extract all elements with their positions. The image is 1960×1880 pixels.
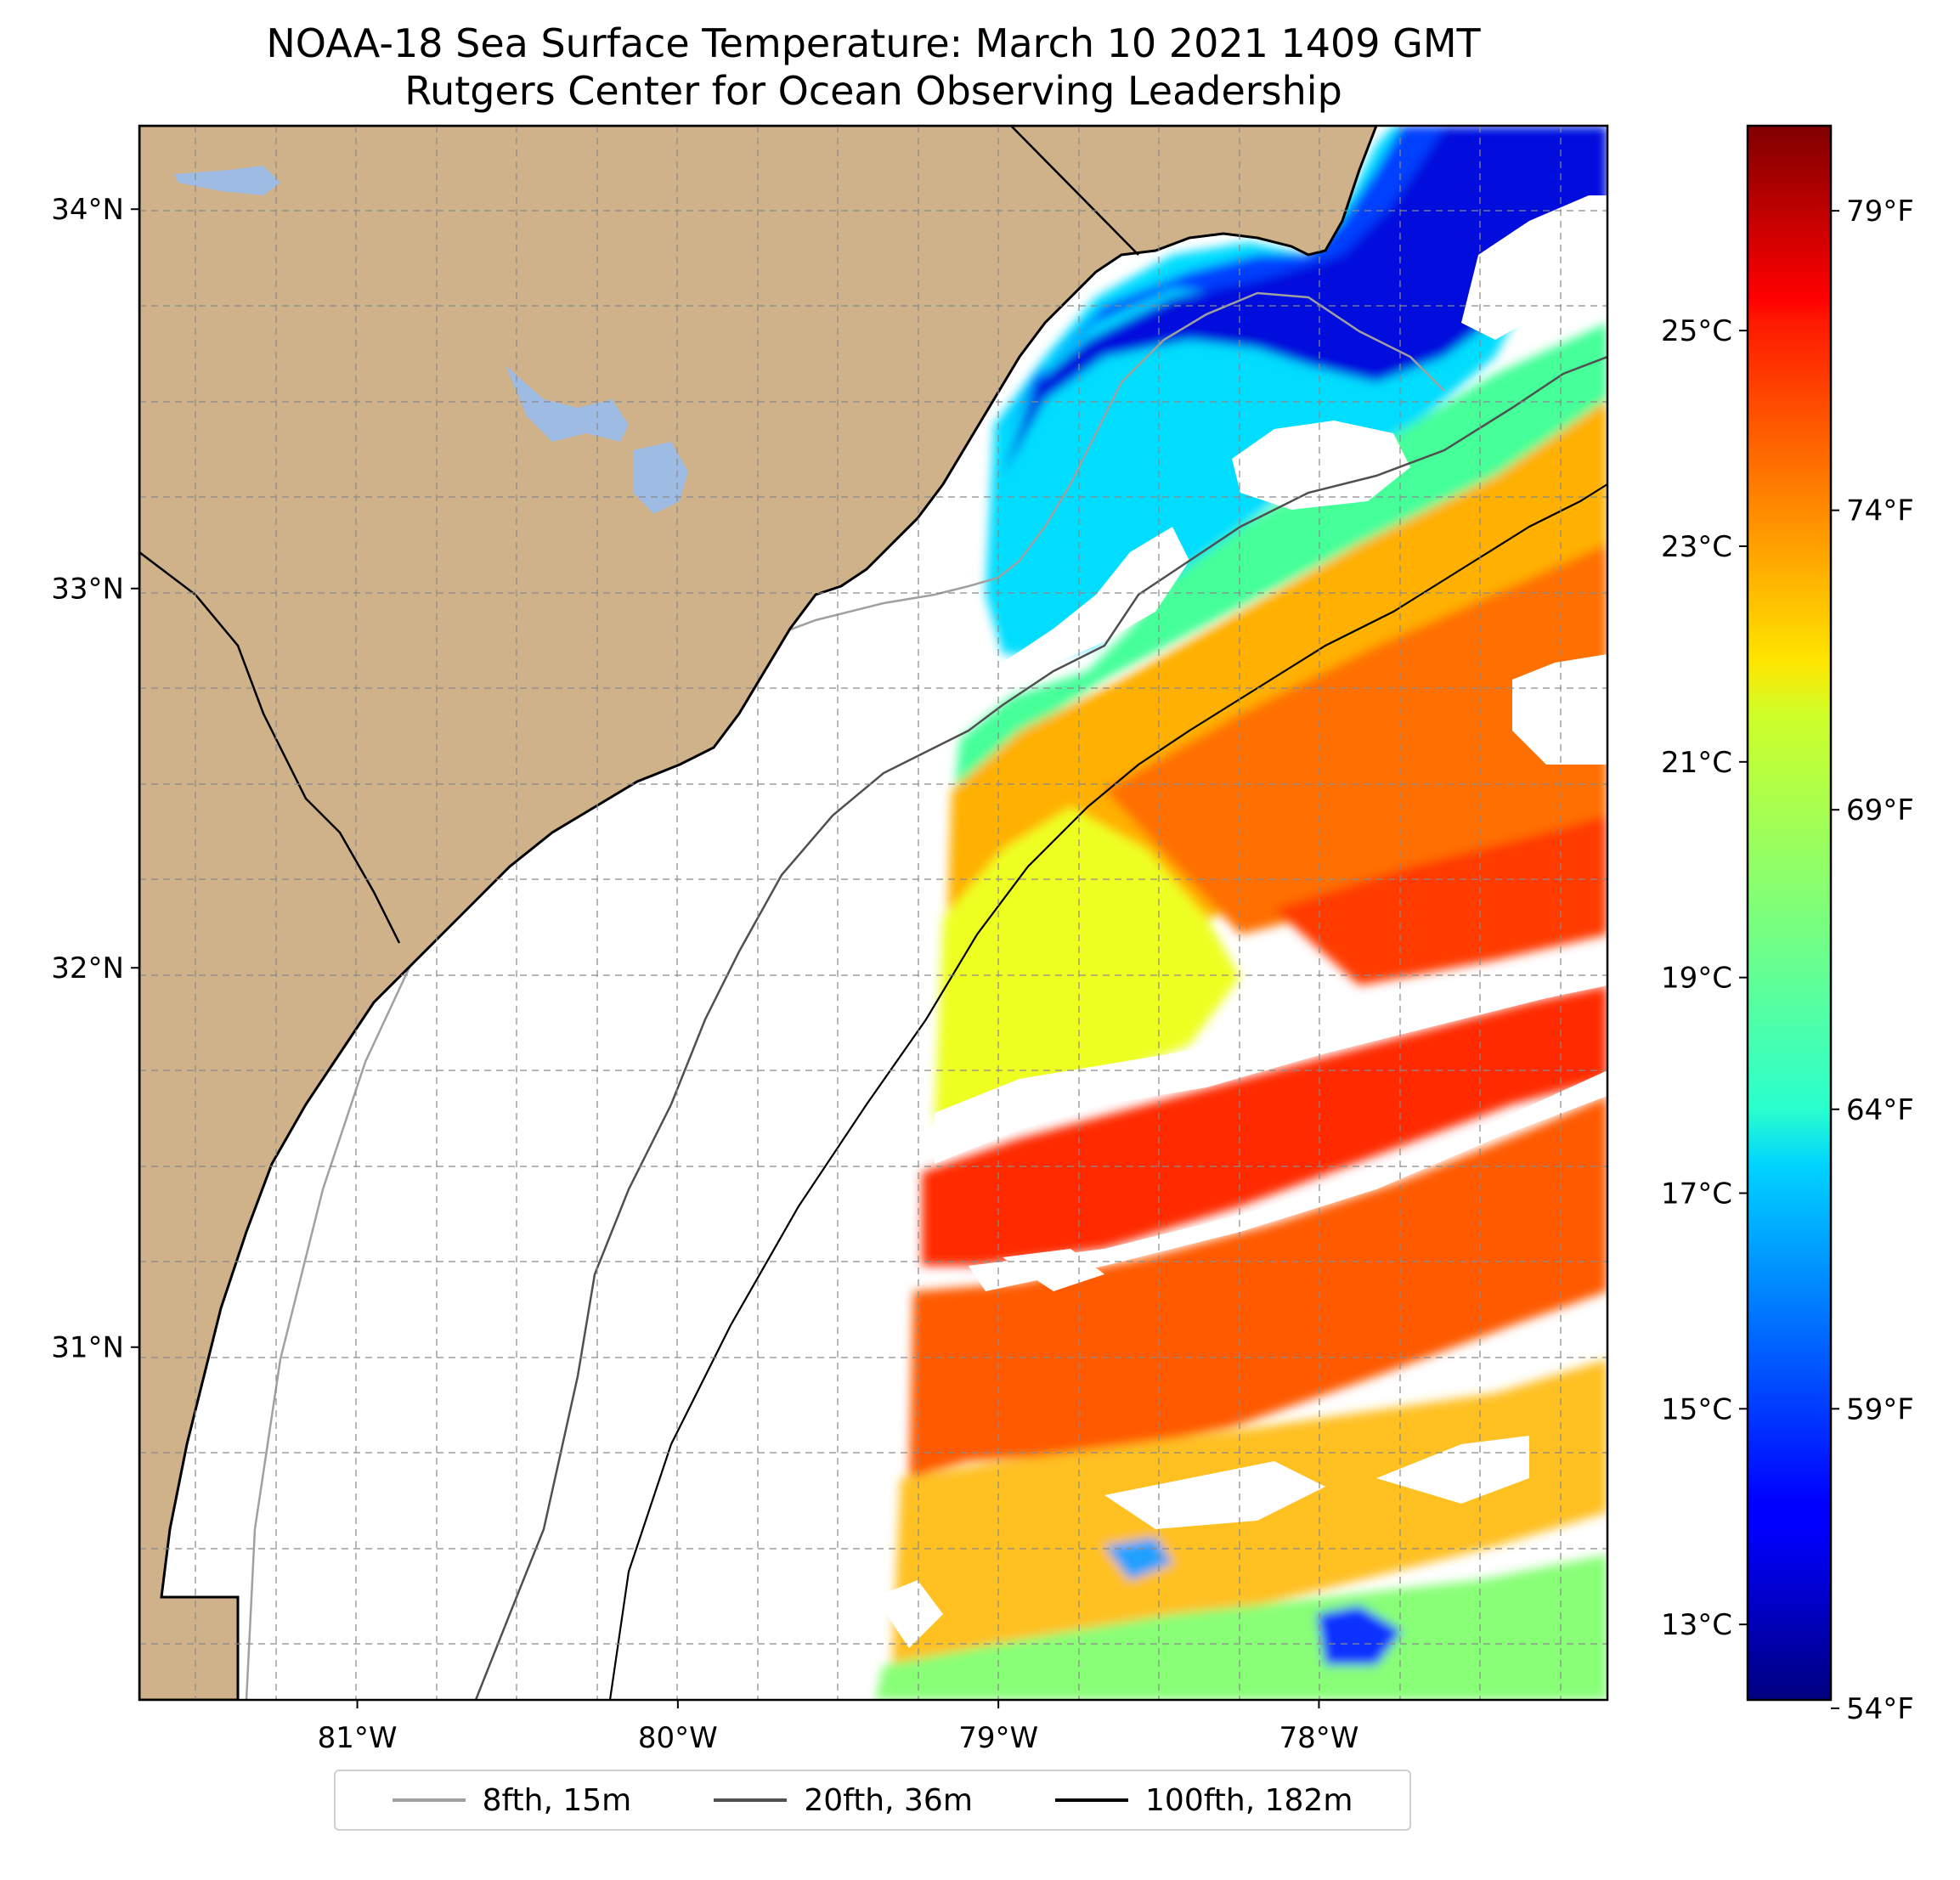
celsius-tick-label: 19°C [1661, 962, 1732, 996]
longitude-axis: 81°W 80°W 79°W 78°W [318, 1700, 1358, 1755]
fahrenheit-tick-label: 74°F [1846, 494, 1914, 528]
fahrenheit-tick-label: 59°F [1846, 1392, 1914, 1426]
fahrenheit-tick-label: 69°F [1846, 793, 1914, 827]
fahrenheit-tick-label: 54°F [1846, 1692, 1914, 1726]
legend-swatch-36m [714, 1798, 788, 1802]
colorbar [1746, 124, 1833, 1702]
lake-north [174, 166, 280, 195]
lon-tick-label: 81°W [318, 1721, 398, 1755]
celsius-tick-label: 25°C [1661, 314, 1732, 348]
lon-tick-label: 78°W [1279, 1721, 1358, 1755]
lat-tick-label: 32°N [51, 951, 124, 985]
sst-field [875, 126, 1607, 1700]
isobath-15m [245, 291, 1445, 1700]
legend-label-36m: 20fth, 36m [804, 1782, 973, 1818]
latitude-axis: 34°N 33°N 32°N 31°N [51, 193, 139, 1365]
lon-tick-label: 79°W [958, 1721, 1038, 1755]
legend-label-182m: 100fth, 182m [1145, 1782, 1353, 1818]
celsius-tick-label: 15°C [1661, 1392, 1732, 1426]
fahrenheit-tick-label: 79°F [1846, 195, 1914, 229]
lake-moultrie [633, 442, 688, 514]
state-border-ga [139, 551, 401, 944]
celsius-tick-label: 23°C [1661, 530, 1732, 564]
legend-entry-182m: 100fth, 182m [1055, 1783, 1353, 1818]
land-mass [139, 126, 1378, 1700]
state-border [1010, 126, 1139, 256]
lat-tick-label: 31°N [51, 1331, 124, 1365]
celsius-tick-label: 13°C [1661, 1608, 1732, 1642]
isobath-36m [474, 355, 1607, 1700]
lon-tick-label: 80°W [638, 1721, 718, 1755]
lat-tick-label: 33°N [51, 573, 124, 607]
legend-entry-15m: 8fth, 15m [392, 1782, 632, 1818]
colorbar-fahrenheit-axis: 79°F 74°F 69°F 64°F 59°F 54°F [1831, 195, 1914, 1726]
legend-swatch-182m [1055, 1798, 1129, 1802]
fahrenheit-tick-label: 64°F [1846, 1093, 1914, 1127]
isobath-legend: 8fth, 15m 20fth, 36m 100fth, 182m [334, 1770, 1411, 1831]
map-title: NOAA-18 Sea Surface Temperature: March 1… [266, 20, 1481, 66]
map-frame [138, 124, 1609, 1702]
legend-label-15m: 8fth, 15m [482, 1782, 632, 1818]
gridlines [139, 126, 1607, 1700]
legend-entry-36m: 20fth, 36m [714, 1783, 973, 1818]
map-area [139, 126, 1607, 1700]
isobath-182m [608, 483, 1607, 1700]
celsius-tick-label: 21°C [1661, 746, 1732, 780]
cloud-masks [875, 195, 1607, 1648]
lat-tick-label: 34°N [51, 193, 124, 227]
celsius-tick-label: 17°C [1661, 1177, 1732, 1211]
map-subtitle: Rutgers Center for Ocean Observing Leade… [404, 68, 1342, 114]
colorbar-celsius-axis: 25°C 23°C 21°C 19°C 17°C 15°C 13°C [1661, 314, 1748, 1642]
lake-marion [506, 365, 629, 442]
legend-swatch-15m [392, 1798, 466, 1802]
